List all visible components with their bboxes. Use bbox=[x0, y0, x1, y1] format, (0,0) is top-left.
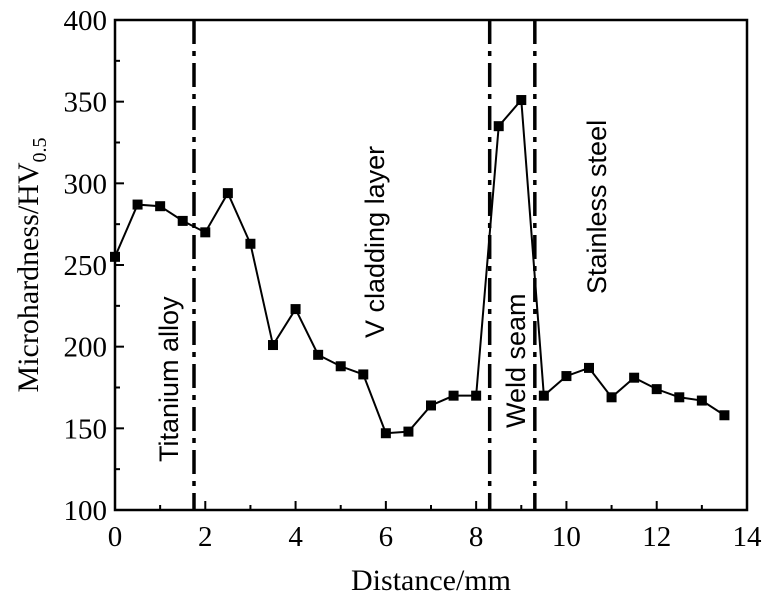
data-point bbox=[516, 95, 527, 106]
x-axis-ticks: 0 2 4 6 8 10 12 14 bbox=[108, 501, 762, 553]
data-point bbox=[606, 392, 617, 403]
x-tick-label: 4 bbox=[288, 521, 303, 553]
y-tick-label: 100 bbox=[64, 495, 108, 527]
data-point bbox=[290, 304, 301, 315]
y-axis-ticks: 100 150 200 250 300 350 400 bbox=[64, 5, 124, 527]
data-point bbox=[245, 238, 256, 249]
y-axis-title-main: Microhardness/HV bbox=[12, 162, 45, 392]
x-axis-title: Distance/mm bbox=[351, 564, 511, 597]
y-tick-label: 150 bbox=[64, 413, 108, 445]
x-tick-label: 8 bbox=[469, 521, 484, 553]
x-tick-label: 14 bbox=[733, 521, 763, 553]
x-tick-label: 2 bbox=[198, 521, 213, 553]
data-point bbox=[268, 340, 278, 351]
region-label-titanium-alloy: Titanium alloy bbox=[154, 296, 184, 462]
series-line bbox=[114, 97, 725, 435]
y-tick-label: 400 bbox=[64, 5, 108, 37]
region-label-weld-seam: Weld seam bbox=[501, 293, 531, 428]
x-tick-label: 10 bbox=[552, 521, 581, 553]
data-point bbox=[448, 390, 459, 401]
data-point bbox=[380, 428, 391, 439]
data-point bbox=[696, 395, 707, 406]
data-point bbox=[426, 400, 436, 411]
data-point bbox=[629, 372, 640, 383]
y-tick-label: 200 bbox=[64, 332, 108, 364]
y-tick-label: 250 bbox=[64, 250, 108, 282]
boundary-lines bbox=[192, 20, 537, 510]
data-point bbox=[651, 384, 662, 395]
data-point bbox=[493, 121, 504, 132]
data-point bbox=[200, 227, 211, 238]
region-label-stainless-steel: Stainless steel bbox=[582, 120, 612, 294]
data-series bbox=[110, 95, 730, 439]
data-point bbox=[313, 349, 324, 360]
data-point bbox=[403, 426, 414, 437]
data-point bbox=[335, 361, 346, 372]
region-label-v-cladding-layer: V cladding layer bbox=[360, 146, 390, 338]
y-axis-title: Microhardness/HV0.5 bbox=[12, 138, 51, 393]
data-point bbox=[358, 369, 369, 380]
data-point bbox=[538, 390, 549, 401]
data-point bbox=[584, 362, 594, 373]
data-point bbox=[719, 410, 730, 421]
data-point bbox=[222, 188, 233, 199]
data-point bbox=[177, 215, 188, 226]
data-point bbox=[132, 199, 143, 210]
data-point bbox=[471, 390, 482, 401]
data-point bbox=[674, 392, 685, 403]
x-tick-label: 12 bbox=[642, 521, 671, 553]
data-point bbox=[561, 371, 572, 382]
x-tick-label: 0 bbox=[108, 521, 123, 553]
y-axis-title-subscript: 0.5 bbox=[29, 138, 51, 163]
y-tick-label: 300 bbox=[64, 168, 108, 200]
plot-frame bbox=[113, 18, 749, 512]
data-point bbox=[155, 201, 166, 212]
x-tick-label: 6 bbox=[379, 521, 394, 553]
y-tick-label: 350 bbox=[64, 87, 108, 119]
